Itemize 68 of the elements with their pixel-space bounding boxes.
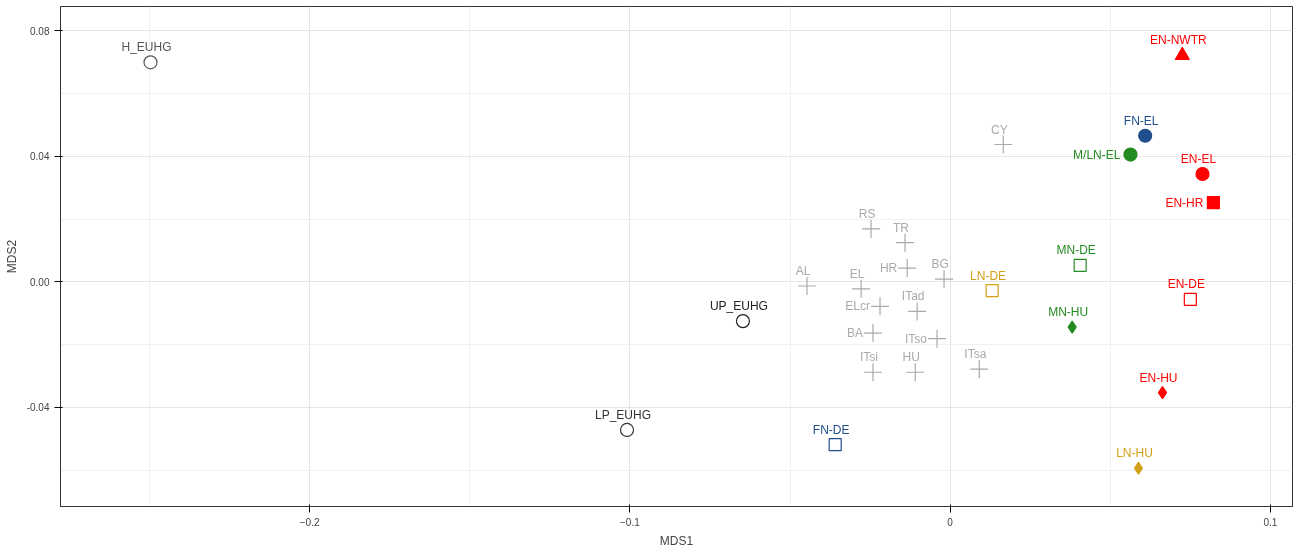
y-axis-title: MDS2 [4,239,19,274]
series-label: AL [795,263,811,278]
point [735,314,751,329]
x-tick-label: −0.1 [620,516,641,528]
point [1073,258,1087,272]
y-tick-label: 0.08 [30,25,50,37]
series-label: BG [931,257,949,272]
series-label: RS [858,206,876,221]
point [927,329,947,349]
series-label: UP_EUHG [709,299,768,314]
point [1195,166,1210,182]
point [1183,292,1197,307]
point [985,284,999,298]
point [993,134,1013,155]
point [863,362,883,382]
series-label: FN-EL [1123,113,1159,128]
point [1133,461,1144,475]
series-label: HR [879,261,898,276]
series-label: ELcr [845,299,871,314]
x-tick-label: 0 [947,516,954,528]
series-label: EN-EL [1180,152,1217,166]
x-tick-label: −0.2 [299,516,320,528]
series-label: ITsa [964,347,987,362]
series-label: MN-HU [1048,305,1089,320]
series-label: M/LN-EL [1073,147,1121,162]
series-label: LP_EUHG [595,407,652,422]
point [1123,147,1138,162]
series-label: ITad [901,289,925,304]
series-label: EL [849,266,865,281]
point [143,55,158,70]
point [1206,195,1220,210]
point [863,323,883,343]
point [870,296,890,316]
y-tick-label: 0.00 [30,276,50,288]
series-label: HU [902,350,920,365]
point [907,301,927,321]
series-label: EN-DE [1167,277,1206,292]
point [905,362,925,382]
series-label: ITsi [859,350,878,365]
point [895,233,915,253]
series-label: BA [846,326,863,341]
series-label: MN-DE [1056,243,1096,258]
point [1157,386,1168,400]
point [797,276,817,296]
point [969,359,989,379]
series-label: TR [893,220,910,235]
series-label: LN-HU [1116,446,1153,461]
point [828,438,842,452]
series-label: CY [990,122,1008,137]
point [619,422,635,438]
point [1174,46,1190,61]
series-label: FN-DE [812,422,850,437]
series-label: LN-DE [970,268,1007,283]
y-tick-label: 0.04 [30,151,50,163]
point [934,269,954,289]
y-tick-label: -0.04 [26,402,50,414]
point [1138,128,1153,143]
point [851,279,871,299]
series-label: ITso [905,331,928,346]
series-label: EN-HU [1139,370,1178,385]
point [861,219,881,239]
series-label: H_EUHG [121,40,172,55]
series-label: EN-NWTR [1150,33,1207,48]
series-label: EN-HR [1165,195,1204,210]
point [1067,320,1077,334]
x-axis-title: MDS1 [659,533,694,548]
point [897,258,917,278]
x-tick-label: 0.1 [1263,516,1278,528]
